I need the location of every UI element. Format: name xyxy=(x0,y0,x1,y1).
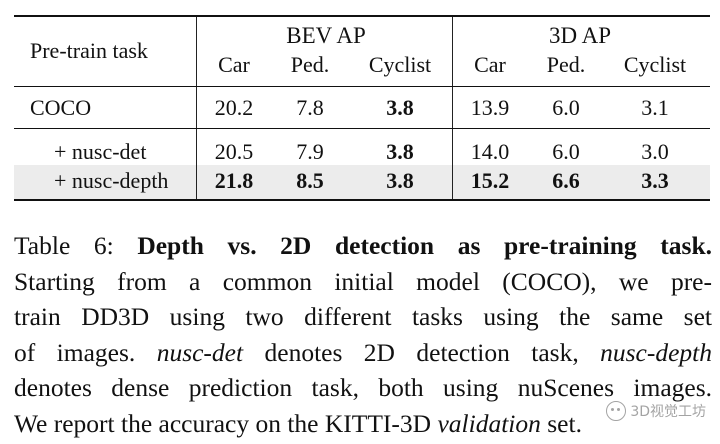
table-cell: 3.3 xyxy=(641,168,669,193)
col-header-3d-car: Car xyxy=(474,52,506,77)
table-vertical-divider-2 xyxy=(452,17,453,200)
table-vertical-divider-2 xyxy=(452,165,453,199)
row-label-coco: COCO xyxy=(30,95,92,120)
table-caption: Table 6: Depth vs. 2D detection as pre-t… xyxy=(14,228,712,441)
table-vertical-divider-1 xyxy=(196,165,197,199)
caption-line: train DD3D using two different tasks usi… xyxy=(14,302,712,331)
caption-text: We report the accuracy on the KITTI-3D xyxy=(14,408,432,438)
table-cell: 20.2 xyxy=(214,95,254,120)
watermark-text: 3D视觉工坊 xyxy=(630,404,706,420)
caption-term-nusc-depth: nusc-depth xyxy=(600,337,713,367)
table-vertical-divider-1 xyxy=(196,17,197,200)
caption-line: denotes dense prediction task, both usin… xyxy=(14,373,712,402)
table-cell: 7.9 xyxy=(296,139,324,164)
highlighted-row-background xyxy=(14,165,710,199)
wechat-icon xyxy=(606,401,627,421)
col-header-bev-cyclist: Cyclist xyxy=(368,52,432,77)
col-header-3d-ped: Ped. xyxy=(546,52,586,77)
table-cell: 15.2 xyxy=(470,168,510,193)
watermark: 3D视觉工坊 xyxy=(606,401,706,421)
table-cell: 6.6 xyxy=(552,168,580,193)
caption-title: Depth vs. 2D detection as pre-training t… xyxy=(137,231,712,260)
row-label-nusc-det: + nusc-det xyxy=(54,139,147,164)
caption-line: Starting from a common initial model (CO… xyxy=(14,266,712,296)
table-cell: 3.8 xyxy=(386,139,414,164)
table-cell: 7.8 xyxy=(296,95,324,120)
table-cell: 3.8 xyxy=(386,168,414,193)
table-cell: 6.0 xyxy=(552,139,580,164)
table-cell: 14.0 xyxy=(470,139,510,164)
table-cell: 3.1 xyxy=(641,95,669,120)
col-header-bev-car: Car xyxy=(218,52,250,77)
col-header-bev-ped: Ped. xyxy=(290,52,330,77)
table-header-rule xyxy=(14,86,710,87)
caption-line: of images. nusc-det denotes 2D detection… xyxy=(14,335,712,371)
caption-label: Table 6: xyxy=(14,231,114,260)
caption-text: of images. xyxy=(14,337,136,367)
caption-text: set. xyxy=(547,408,582,438)
col-header-3d-cyclist: Cyclist xyxy=(623,52,687,77)
table-cell: 21.8 xyxy=(214,168,254,193)
table-cell: 3.8 xyxy=(386,95,414,120)
caption-line: Table 6: Depth vs. 2D detection as pre-t… xyxy=(14,228,712,264)
caption-term-nusc-det: nusc-det xyxy=(156,337,244,367)
caption-term-validation: validation xyxy=(437,408,541,438)
row-header-label: Pre-train task xyxy=(30,38,148,63)
3d-ap-group-header: 3D AP xyxy=(549,23,611,48)
table-cell: 13.9 xyxy=(470,95,510,120)
table-bottom-rule xyxy=(14,199,710,201)
caption-text: denotes 2D detection task, xyxy=(264,337,579,367)
table-top-rule xyxy=(14,15,710,17)
table-cell: 8.5 xyxy=(296,168,324,193)
row-label-nusc-depth: + nusc-depth xyxy=(54,168,169,193)
table-cell: 6.0 xyxy=(552,95,580,120)
table-cell: 3.0 xyxy=(641,139,669,164)
bev-ap-group-header: BEV AP xyxy=(286,23,366,48)
caption-line: We report the accuracy on the KITTI-3D v… xyxy=(14,406,712,442)
table-cell: 20.5 xyxy=(214,139,254,164)
table-mid-rule xyxy=(14,128,710,129)
